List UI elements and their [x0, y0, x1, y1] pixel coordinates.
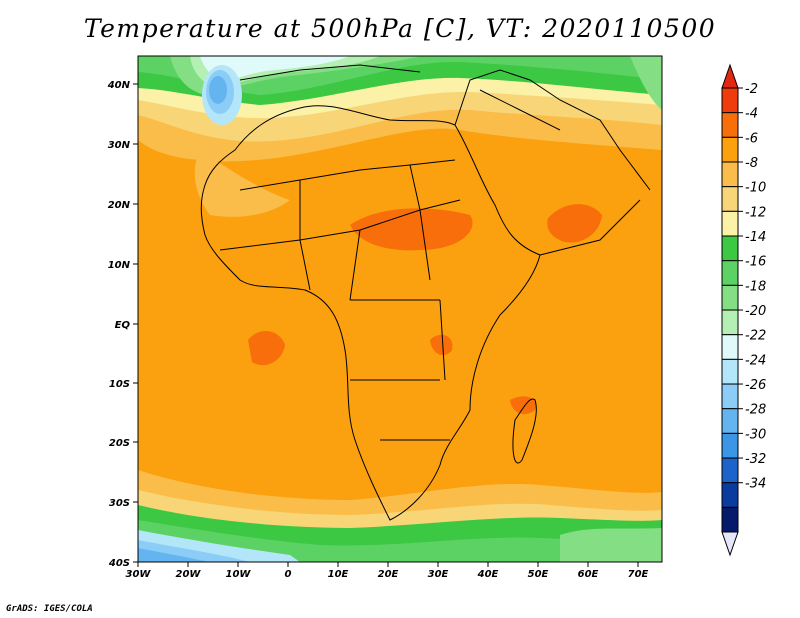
colorbar-swatch	[721, 112, 739, 138]
colorbar-swatch	[721, 260, 739, 286]
colorbar-label: -14	[745, 230, 766, 245]
colorbar-swatch	[721, 186, 739, 212]
lat-tick-label: 40N	[107, 80, 131, 91]
colorbar-label: -34	[745, 477, 766, 492]
colorbar-label: -30	[745, 427, 766, 442]
colorbar-label: -12	[745, 205, 766, 220]
colorbar-top-triangle	[721, 63, 739, 89]
map-frame	[137, 55, 663, 563]
lat-tick-label: 30S	[109, 498, 130, 509]
colorbar-swatch	[721, 284, 739, 311]
coastlines	[200, 64, 651, 521]
footer-credit: GrADS: IGES/COLA	[6, 604, 93, 614]
colorbar-label: -4	[745, 107, 758, 122]
lon-tick-label: 60E	[578, 569, 599, 580]
tick-marks	[133, 83, 639, 567]
lon-tick-label: 50E	[528, 569, 549, 580]
lon-tick-label: 10W	[226, 569, 252, 580]
colorbar-swatch	[721, 87, 739, 114]
colorbar-swatch	[721, 432, 739, 459]
colorbar-swatch	[721, 506, 739, 533]
lon-tick-label: 20W	[176, 569, 202, 580]
colorbar-swatch	[721, 482, 739, 508]
lat-tick-label: 20S	[109, 438, 130, 449]
lon-tick-label: 30E	[428, 569, 449, 580]
temperature-field	[138, 56, 662, 562]
lat-tick-label: 10S	[109, 379, 130, 390]
colorbar-swatch	[721, 408, 739, 434]
lat-tick-label: 10N	[108, 260, 131, 271]
colorbar-label: -16	[745, 255, 766, 270]
map-title: Temperature at 500hPa [C], VT: 202011050…	[83, 14, 717, 43]
colorbar-label: -32	[745, 452, 766, 467]
colorbar-label: -8	[745, 156, 758, 171]
lon-tick-label: 30W	[126, 569, 152, 580]
colorbar-label: -26	[745, 378, 766, 393]
colorbar-swatch	[721, 383, 739, 410]
lat-tick-label: EQ	[115, 320, 131, 331]
colorbar-label: -6	[745, 131, 758, 146]
lon-tick-label: 10E	[328, 569, 349, 580]
colorbar: -2 -4 -6 -8 -10 -12 -14 -16 -18 -20 -22 -24 -26 -28 -3…	[721, 63, 766, 557]
colorbar-label: -10	[745, 181, 766, 196]
lon-tick-label: 40E	[477, 569, 499, 580]
colorbar-swatch	[721, 309, 739, 336]
colorbar-swatch	[721, 334, 739, 360]
lat-tick-label: 40S	[108, 558, 130, 569]
lon-tick-label: 20E	[378, 569, 399, 580]
colorbar-swatch	[721, 161, 739, 188]
colorbar-label: -24	[745, 353, 766, 368]
colorbar-label: -22	[745, 329, 766, 344]
lon-tick-label: 70E	[628, 569, 649, 580]
lat-tick-label: 20N	[108, 200, 131, 211]
colorbar-label: -2	[745, 82, 758, 97]
colorbar-swatch	[721, 457, 739, 484]
colorbar-swatch	[721, 235, 739, 262]
colorbar-swatch	[721, 210, 739, 237]
colorbar-swatch	[721, 136, 739, 163]
colorbar-label: -20	[745, 304, 766, 319]
lat-tick-label: 30N	[108, 140, 131, 151]
lon-tick-label: 0	[285, 569, 292, 580]
colorbar-swatch	[721, 358, 739, 385]
colorbar-bottom-triangle	[721, 531, 739, 557]
colorbar-label: -28	[745, 403, 766, 418]
colorbar-label: -18	[745, 279, 766, 294]
